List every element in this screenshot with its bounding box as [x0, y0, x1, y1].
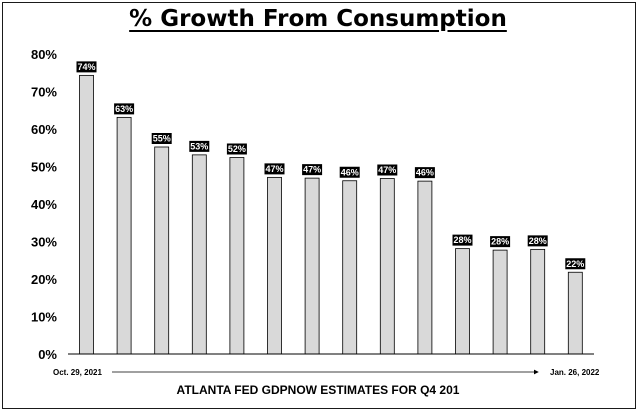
y-tick-label: 0% [38, 347, 57, 362]
bar [191, 154, 207, 355]
data-label-background [76, 61, 97, 73]
bar [379, 178, 395, 355]
data-label: 28% [529, 236, 547, 246]
data-label-background [452, 234, 473, 246]
bar [417, 180, 433, 355]
data-label-background [490, 236, 511, 248]
bar [567, 271, 583, 355]
data-label: 52% [228, 144, 246, 154]
data-label-background [114, 103, 135, 115]
bar [79, 74, 94, 355]
data-label-background [414, 167, 435, 179]
data-label-background [151, 133, 172, 144]
data-labels: 74% 63% 55% 53% 52% 47% 47% 46% 47% 46% 28% 28% 28% 2… [76, 61, 586, 270]
data-label: 47% [378, 165, 396, 175]
bar [342, 180, 358, 355]
data-label-background [339, 166, 360, 178]
x-start-label: Oct. 29, 2021 [53, 368, 102, 377]
data-label-background [302, 164, 323, 176]
bar [304, 177, 320, 355]
data-label: 53% [190, 141, 208, 151]
x-end-label: Jan. 26, 2022 [550, 368, 600, 377]
bar [267, 176, 282, 355]
data-label-background [527, 235, 548, 247]
bars [79, 74, 583, 355]
bar [116, 116, 132, 355]
y-axis: 0% 10% 20% 30% 40% 50% 60% 70% 80% [31, 47, 57, 362]
data-label-background [226, 143, 247, 155]
data-label: 47% [303, 165, 321, 175]
bar [229, 157, 245, 355]
bar [492, 249, 508, 355]
data-label: 63% [115, 104, 133, 114]
data-label: 28% [453, 235, 471, 245]
y-tick-label: 10% [31, 310, 57, 325]
data-label: 46% [416, 168, 434, 178]
y-tick-label: 80% [31, 47, 57, 62]
data-label: 28% [491, 237, 509, 247]
data-label: 22% [566, 259, 584, 269]
y-tick-label: 50% [31, 160, 57, 175]
data-label: 55% [153, 134, 171, 144]
y-tick-label: 70% [31, 85, 57, 100]
data-label-background [377, 164, 398, 176]
data-label: 46% [341, 167, 359, 177]
bar [455, 248, 470, 355]
x-axis-title: ATLANTA FED GDPNOW ESTIMATES FOR Q4 201 [176, 383, 460, 397]
bar [154, 146, 170, 355]
y-tick-label: 20% [31, 272, 57, 287]
data-label-background [264, 163, 285, 175]
data-label: 47% [265, 164, 283, 174]
data-label-background [189, 140, 210, 152]
y-tick-label: 30% [31, 235, 57, 250]
bar [530, 248, 546, 355]
chart-title: % Growth From Consumption [129, 6, 507, 32]
y-tick-label: 60% [31, 122, 57, 137]
y-tick-label: 40% [31, 197, 57, 212]
data-label-background [565, 258, 586, 270]
data-label: 74% [77, 62, 95, 72]
